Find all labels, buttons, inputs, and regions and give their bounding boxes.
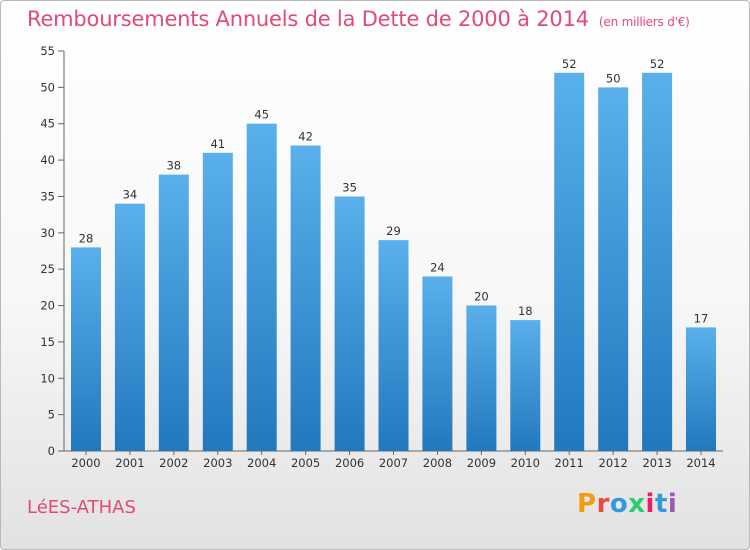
bar-2000 xyxy=(71,247,101,451)
bar-2008 xyxy=(422,276,453,451)
x-tick-label-2005: 2005 xyxy=(291,456,320,470)
x-tick-label-2006: 2006 xyxy=(335,456,364,470)
x-tick-label-2001: 2001 xyxy=(115,456,144,470)
data-label-2005: 42 xyxy=(298,130,313,144)
x-tick-label-2010: 2010 xyxy=(511,456,540,470)
data-label-2009: 20 xyxy=(474,290,489,304)
y-tick-label: 50 xyxy=(40,80,55,94)
bar-2013 xyxy=(642,72,673,452)
chart-title-text: Remboursements Annuels de la Dette de 20… xyxy=(27,7,589,31)
y-tick-label: 0 xyxy=(48,444,55,458)
bar-2010 xyxy=(510,320,541,451)
brand-letter: x xyxy=(628,489,646,519)
y-tick-label: 25 xyxy=(40,262,55,276)
data-label-2003: 41 xyxy=(210,137,225,151)
bar-2007 xyxy=(378,240,409,451)
x-tick-label-2011: 2011 xyxy=(555,456,584,470)
bar-2002 xyxy=(158,174,189,451)
x-tick-label-2012: 2012 xyxy=(599,456,628,470)
bar-2006 xyxy=(334,196,365,451)
brand-letter: P xyxy=(577,489,597,519)
data-label-2012: 50 xyxy=(606,71,621,85)
bar-2012 xyxy=(598,87,629,452)
data-label-2006: 35 xyxy=(342,181,357,195)
x-tick-label-2002: 2002 xyxy=(159,456,188,470)
y-tick-label: 30 xyxy=(40,226,55,240)
x-tick-label-2009: 2009 xyxy=(467,456,496,470)
brand-letter: r xyxy=(596,489,610,519)
x-tick-label-2013: 2013 xyxy=(642,456,671,470)
brand-logo: Proxiti xyxy=(577,489,677,519)
data-label-2001: 34 xyxy=(123,188,138,202)
brand-letter: i xyxy=(645,489,655,519)
y-tick-label: 15 xyxy=(40,335,55,349)
data-label-2002: 38 xyxy=(166,159,181,173)
chart-axes: 0 5 10 15 20 25 30 35 40 45 50 55 xyxy=(40,44,723,458)
data-label-2008: 24 xyxy=(430,261,445,275)
bar-2014 xyxy=(686,327,716,451)
y-tick-label: 35 xyxy=(40,189,55,203)
data-label-2010: 18 xyxy=(518,304,533,318)
x-tick-label-2000: 2000 xyxy=(71,456,100,470)
x-tick-label-2014: 2014 xyxy=(686,456,715,470)
data-label-2013: 52 xyxy=(650,57,665,71)
commune-name: LéES-ATHAS xyxy=(27,497,136,518)
bar-2005 xyxy=(290,145,321,451)
y-tick-label: 45 xyxy=(40,117,55,131)
y-tick-label: 5 xyxy=(48,408,55,422)
x-tick-label-2004: 2004 xyxy=(247,456,276,470)
chart-bars xyxy=(71,72,716,452)
data-label-2011: 52 xyxy=(562,57,577,71)
y-tick-label: 40 xyxy=(40,153,55,167)
bar-2009 xyxy=(466,305,497,451)
brand-letter: t xyxy=(654,489,668,519)
bar-2004 xyxy=(246,123,277,451)
data-label-2000: 28 xyxy=(79,231,94,245)
y-tick-label: 10 xyxy=(40,371,55,385)
chart-labels: 28 2000 34 2001 38 2002 41 2003 45 2004 42 2005 35 20… xyxy=(71,57,715,470)
x-tick-label-2003: 2003 xyxy=(203,456,232,470)
brand-letter: o xyxy=(609,489,629,519)
data-label-2007: 29 xyxy=(386,224,401,238)
bar-2011 xyxy=(554,72,585,452)
data-label-2004: 45 xyxy=(254,108,269,122)
data-label-2014: 17 xyxy=(694,311,709,325)
bar-2001 xyxy=(114,203,145,451)
chart-title: Remboursements Annuels de la Dette de 20… xyxy=(27,7,690,31)
unit-note: (en milliers d'€) xyxy=(598,15,690,29)
brand-letter: i xyxy=(667,489,678,519)
x-tick-label-2008: 2008 xyxy=(423,456,452,470)
y-tick-label: 55 xyxy=(40,44,55,58)
y-tick-label: 20 xyxy=(40,299,55,313)
bar-2003 xyxy=(202,152,233,452)
x-tick-label-2007: 2007 xyxy=(379,456,408,470)
